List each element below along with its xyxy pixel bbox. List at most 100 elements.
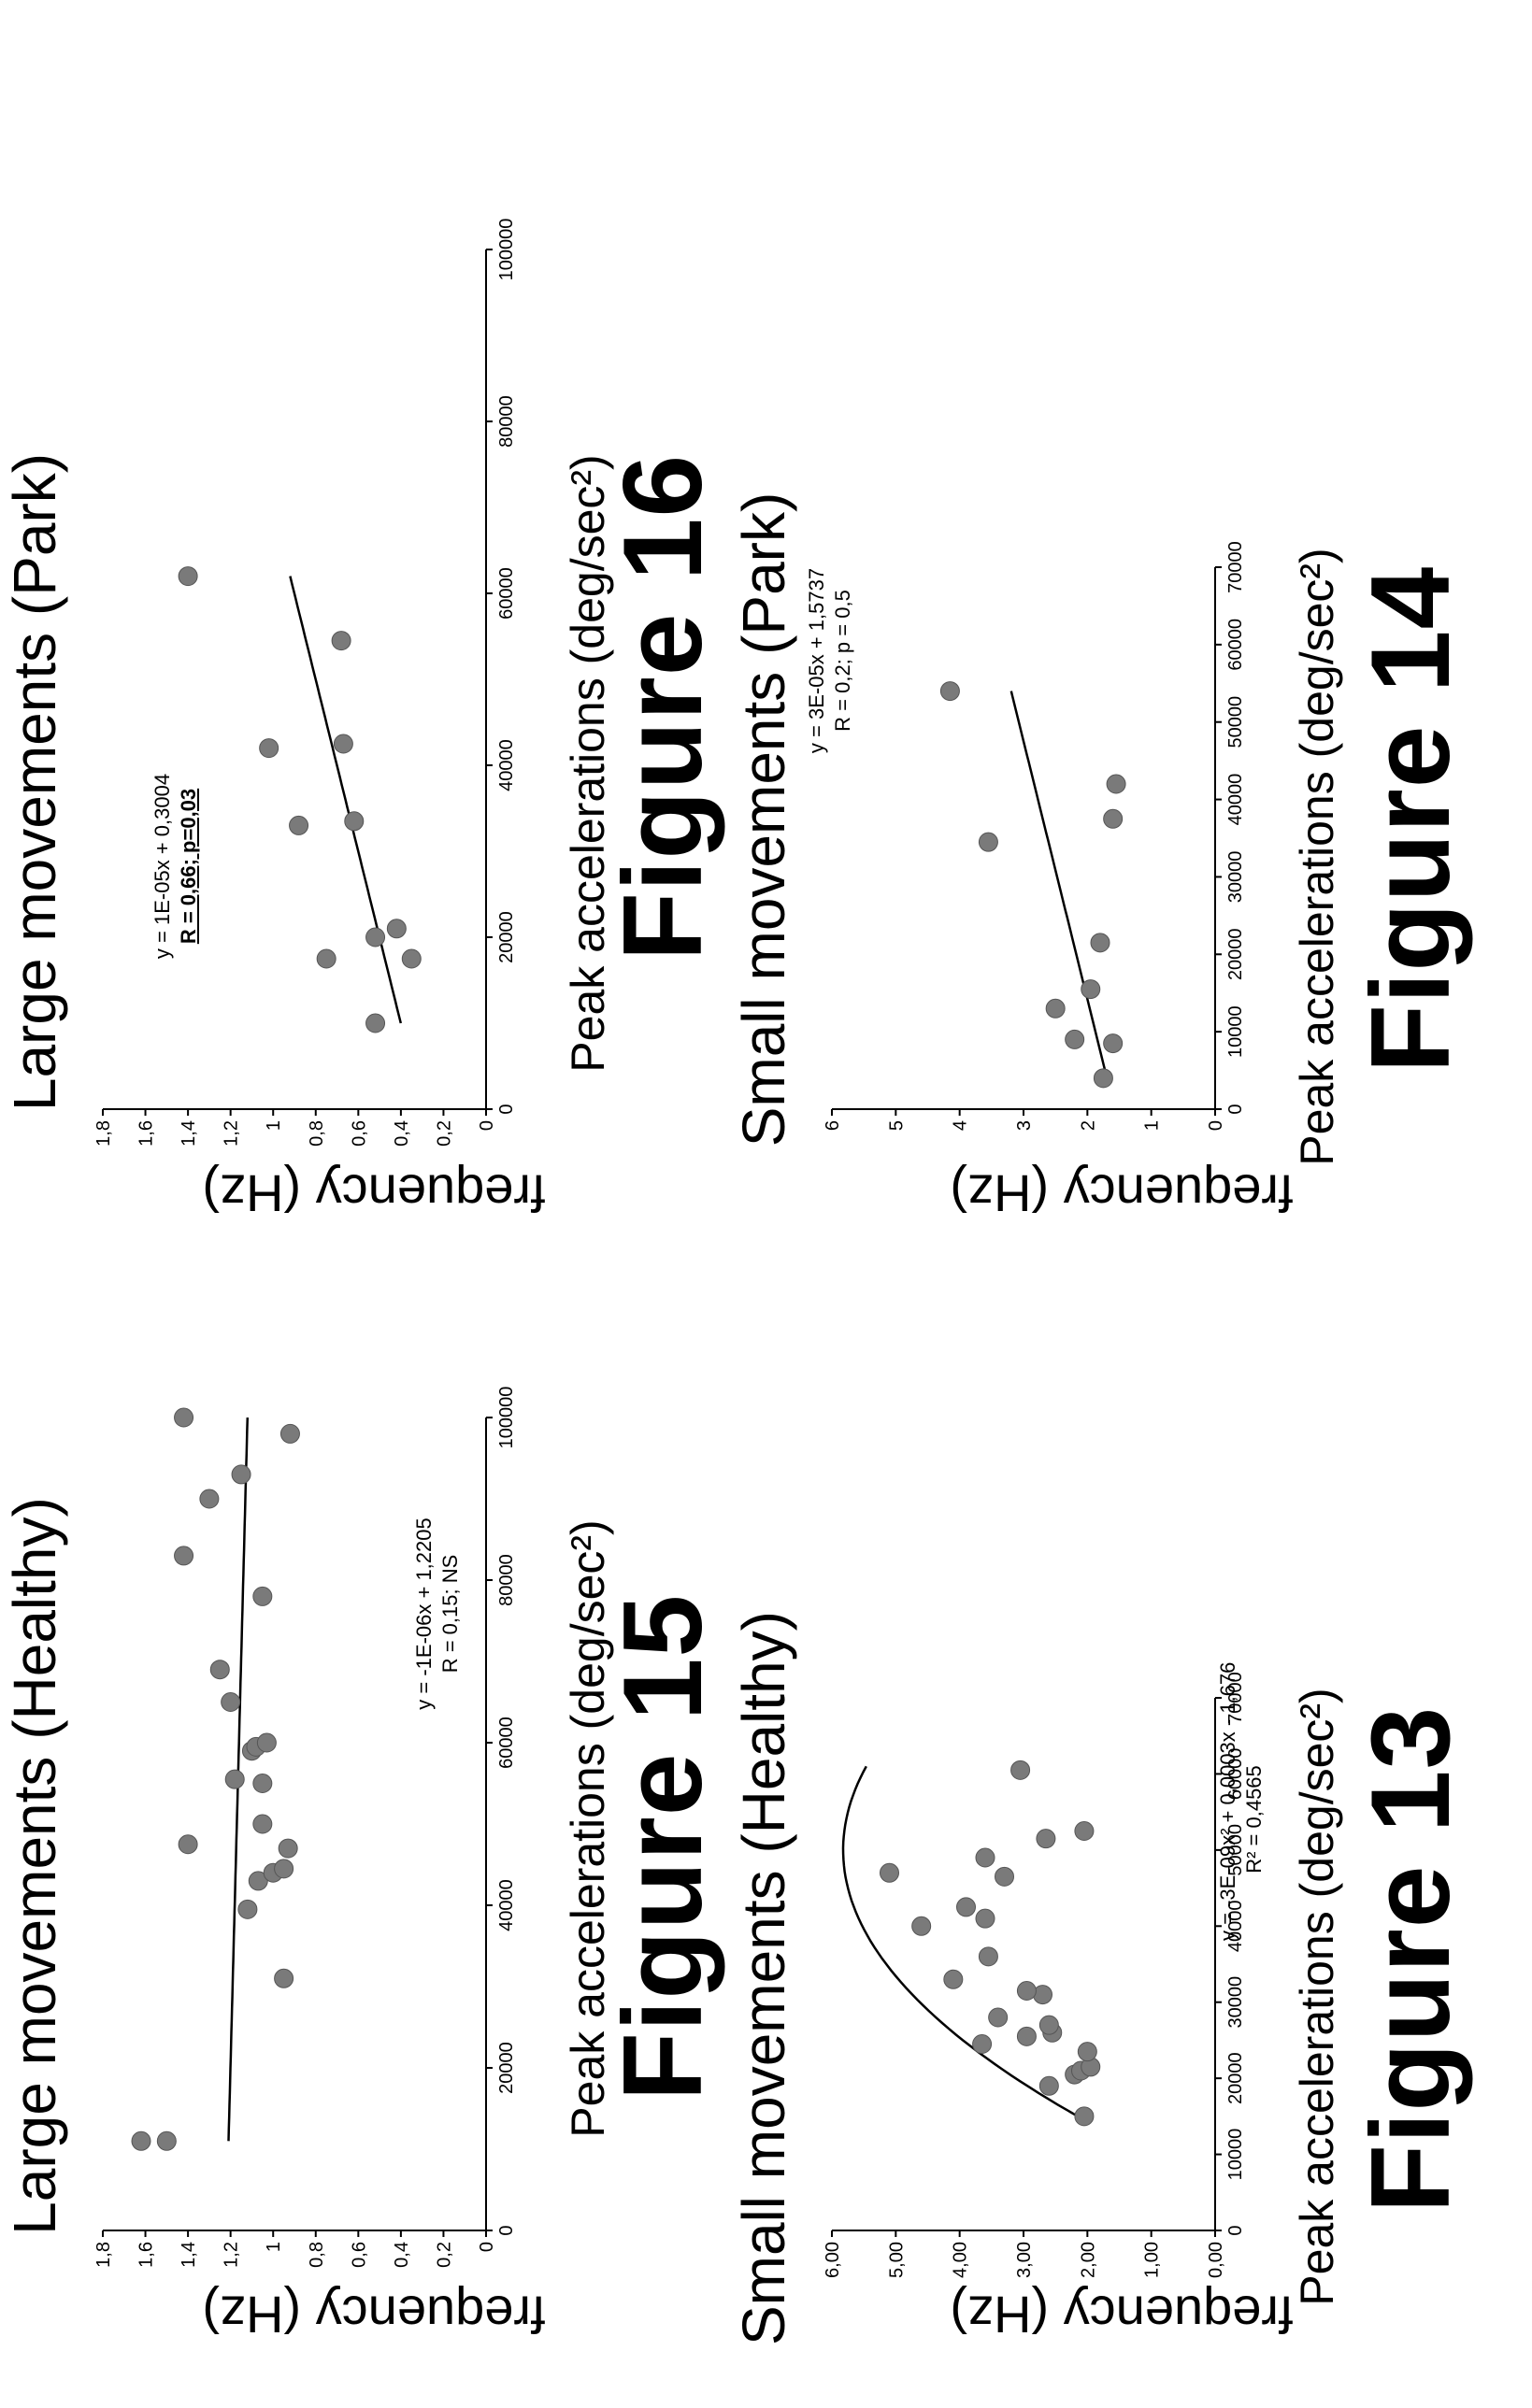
data-point (174, 1407, 194, 1428)
x-tick-label: 20000 (496, 911, 517, 963)
data-point (956, 1897, 976, 1917)
data-point (1081, 979, 1101, 1000)
y-tick-label: 2,00 (1078, 2242, 1098, 2278)
y-tick-label: 1,8 (93, 1120, 114, 1147)
y-tick-label: 1,2 (222, 1120, 242, 1147)
x-tick-label: 0 (496, 2225, 517, 2235)
y-tick-label: 0,2 (434, 2242, 454, 2268)
y-tick-label: 1,4 (179, 2242, 199, 2268)
y-tick-label: 3,00 (1014, 2242, 1035, 2278)
y-tick-label: 1,00 (1142, 2242, 1163, 2278)
y-tick-label: 1 (264, 1120, 284, 1131)
plot-area: 0 20000 40000 60000 80000 100000 0 0,2 0,4 0,6 0,8… (93, 1387, 517, 2268)
data-point (972, 2034, 993, 2054)
data-point (1045, 998, 1066, 1019)
y-tick-label: 1,4 (179, 1120, 199, 1147)
fit-statistic: R = 0,15; NS (438, 1554, 462, 1674)
data-point (252, 1586, 273, 1606)
data-point (224, 1769, 245, 1789)
x-tick-label: 0 (1225, 2225, 1246, 2235)
fit-equation: y = -3E-09x² + 0,0003x - 1,676 (1216, 1661, 1239, 1941)
data-point (248, 1871, 268, 1891)
data-point (252, 1774, 273, 1793)
data-point (995, 1866, 1014, 1887)
y-tick-label: 0,2 (434, 1120, 454, 1147)
trendline (1009, 691, 1109, 1079)
y-tick-label: 6 (823, 1120, 843, 1131)
y-tick-label: 1 (264, 2242, 284, 2252)
fit-equation: y = -1E-06x + 1,2205 (412, 1517, 436, 1710)
x-tick-label: 40000 (1225, 1900, 1246, 1952)
x-tick-label: 50000 (1225, 1824, 1246, 1876)
data-point (1077, 2042, 1097, 2062)
x-tick-label: 40000 (496, 739, 517, 791)
data-point (880, 1862, 899, 1883)
data-point (1036, 1829, 1056, 1849)
y-tick-label: 2 (1078, 1120, 1098, 1131)
data-point (178, 566, 198, 587)
data-point (231, 1464, 251, 1485)
data-point (259, 738, 279, 759)
fit-annotation: y = 1E-05x + 0,3004 R = 0,66; p=0,03 (150, 745, 202, 988)
trendline (289, 576, 403, 1024)
y-tick-label: 0,4 (392, 1120, 412, 1147)
x-tick-label: 10000 (1225, 2129, 1246, 2181)
data-point (178, 1834, 198, 1855)
data-point (1016, 2026, 1037, 2046)
data-point (209, 1660, 230, 1680)
y-tick-label: 1 (1142, 1120, 1163, 1131)
data-point (278, 1838, 298, 1859)
data-point (939, 681, 960, 702)
data-point (252, 1814, 273, 1834)
y-tick-label: 3 (1014, 1120, 1035, 1131)
data-point (1074, 1821, 1095, 1841)
data-point (156, 2130, 177, 2151)
x-tick-label: 40000 (496, 1879, 517, 1931)
y-tick-label: 0,6 (349, 1120, 369, 1147)
y-tick-label: 0,8 (307, 1120, 327, 1147)
y-tick-label: 5,00 (886, 2242, 907, 2278)
fit-statistic: R = 0,66; p=0,03 (177, 788, 200, 945)
x-tick-label: 20000 (1225, 2052, 1246, 2104)
x-tick-label: 20000 (496, 2042, 517, 2094)
plot-area: 0 10000 20000 30000 40000 50000 60000 70000 0,00… (823, 1672, 1246, 2278)
data-point (221, 1692, 241, 1712)
data-point (978, 832, 998, 852)
y-tick-label: 6,00 (823, 2242, 843, 2278)
y-tick-label: 0 (477, 2242, 497, 2252)
x-tick-label: 60000 (1225, 619, 1246, 671)
figure-label: Figure 13 (1348, 1705, 1473, 2214)
data-point (289, 815, 309, 835)
data-point (1038, 2015, 1059, 2035)
y-tick-label: 4 (951, 1120, 971, 1131)
x-tick-label: 0 (1225, 1104, 1246, 1114)
x-tick-label: 70000 (1225, 1672, 1246, 1724)
x-tick-label: 80000 (496, 395, 517, 448)
y-tick-label: 0,00 (1206, 2242, 1226, 2278)
fit-annotation: y = 3E-05x + 1,5737 R = 0,2; p = 0,5 (804, 539, 856, 782)
data-point (256, 1732, 277, 1753)
data-point (274, 1859, 294, 1879)
y-tick-label: 0 (477, 1120, 497, 1131)
x-tick-label: 70000 (1225, 541, 1246, 593)
x-axis-label: Peak accelerations (deg/sec²) (1291, 1688, 1343, 2306)
x-tick-label: 10000 (1225, 1005, 1246, 1058)
data-point (279, 1423, 300, 1444)
data-point (978, 1946, 998, 1967)
fit-equation: y = 1E-05x + 0,3004 (150, 773, 174, 960)
y-tick-label: 5 (886, 1120, 907, 1131)
x-tick-label: 30000 (1225, 1976, 1246, 2029)
data-point (1106, 774, 1126, 794)
fit-statistic: R² = 0,4565 (1242, 1765, 1266, 1874)
data-point (1090, 933, 1110, 953)
fit-annotation: y = -3E-09x² + 0,0003x - 1,676 R² = 0,45… (1215, 1661, 1267, 1941)
chart-panel-fig15: Large movements (Healthy) frequency (Hz)… (0, 1231, 729, 2352)
trendline (841, 1765, 1079, 2117)
data-point (1016, 1981, 1037, 2001)
y-tick-label: 1,8 (93, 2242, 114, 2268)
data-point (1038, 2075, 1059, 2096)
fit-equation: y = 3E-05x + 1,5737 (805, 567, 828, 754)
data-point (1093, 1068, 1113, 1089)
